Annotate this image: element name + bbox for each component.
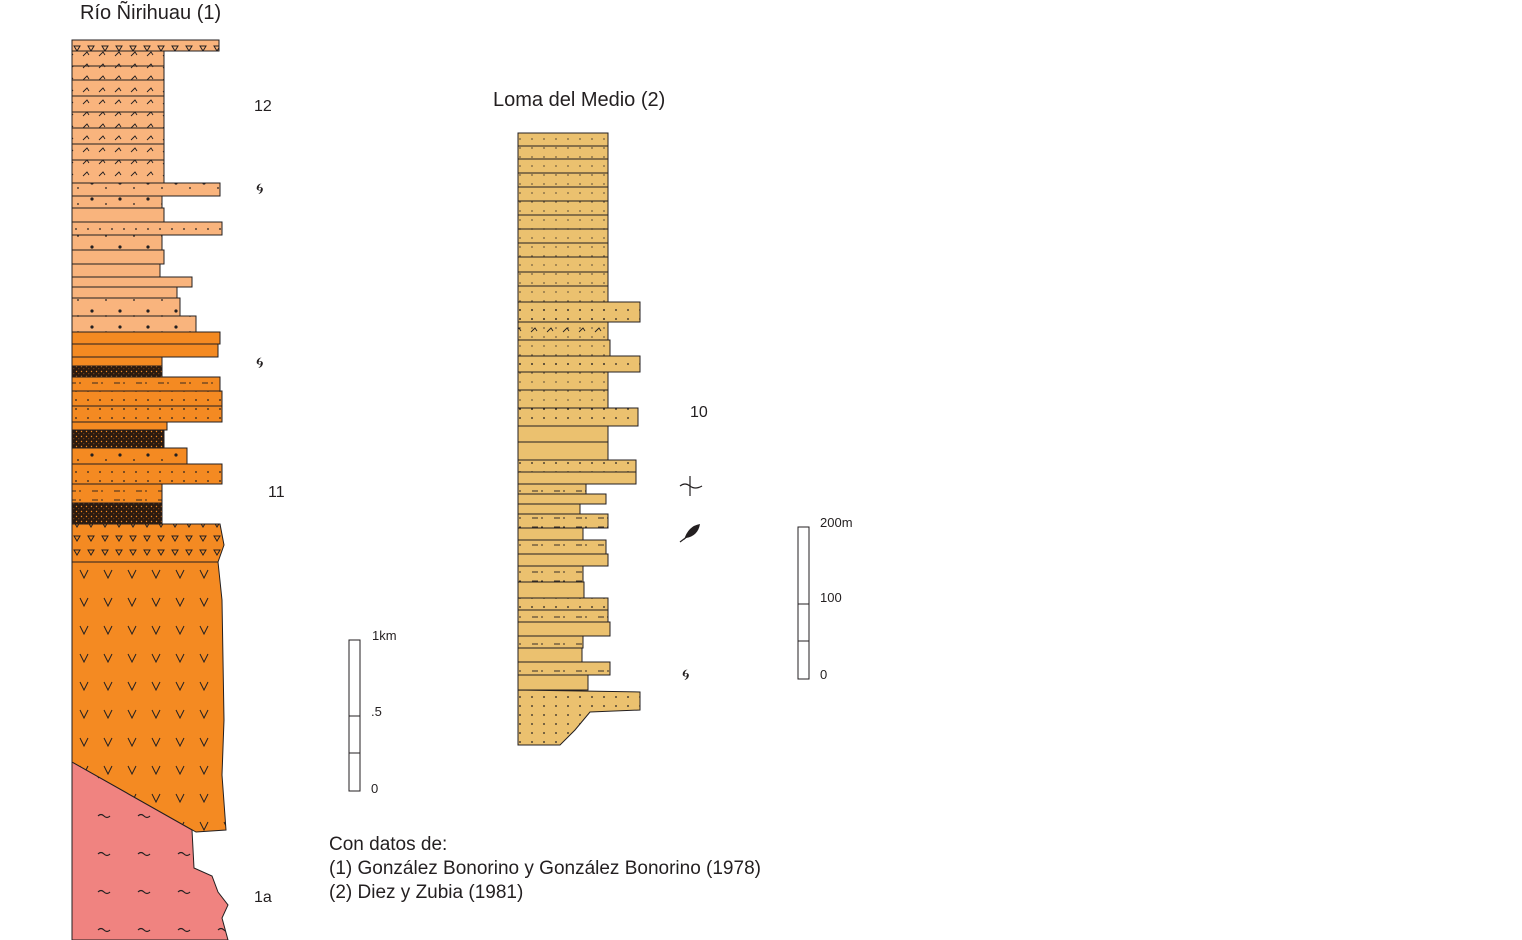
- scale-1-mid-label: .5: [371, 704, 382, 719]
- unit-label-1a: 1a: [254, 889, 272, 906]
- coal-layer: [71, 429, 165, 449]
- data-sources: Con datos de: (1) González Bonorino y Go…: [329, 833, 761, 905]
- plant-fossil-icon: [679, 476, 703, 496]
- scale-2-top-label: 200m: [820, 515, 853, 530]
- credits-heading: Con datos de:: [329, 834, 448, 855]
- rio-nirihuau-column: [71, 39, 229, 940]
- scale-2-bottom-label: 0: [820, 667, 828, 682]
- loma-del-medio-title: Loma del Medio (2): [493, 89, 666, 111]
- unit-label-11: 11: [268, 484, 285, 501]
- credit-reference-1: (1) González Bonorino y González Bonorin…: [329, 858, 761, 879]
- coal-layer: [71, 365, 163, 378]
- scale-1-bottom-label: 0: [371, 781, 379, 796]
- loma-del-medio-column: [517, 132, 641, 746]
- rio-nirihuau-title: Río Ñirihuau (1): [80, 2, 222, 24]
- scale-bar-200m: [797, 526, 810, 680]
- credit-reference-2: (2) Diez y Zubia (1981): [329, 882, 524, 903]
- gastropod-fossil-icon: 🌀︎: [682, 667, 690, 684]
- gastropod-fossil-icon: 🌀︎: [256, 355, 264, 372]
- gastropod-fossil-icon: 🌀︎: [256, 181, 264, 198]
- coal-layer: [71, 502, 163, 525]
- unit-label-12: 12: [254, 98, 272, 115]
- unit-label-10: 10: [690, 404, 708, 421]
- scale-1-top-label: 1km: [372, 628, 397, 643]
- scale-2-mid-label: 100: [820, 590, 842, 605]
- leaf-fossil-icon: [679, 524, 700, 543]
- scale-bar-1km: [348, 639, 361, 792]
